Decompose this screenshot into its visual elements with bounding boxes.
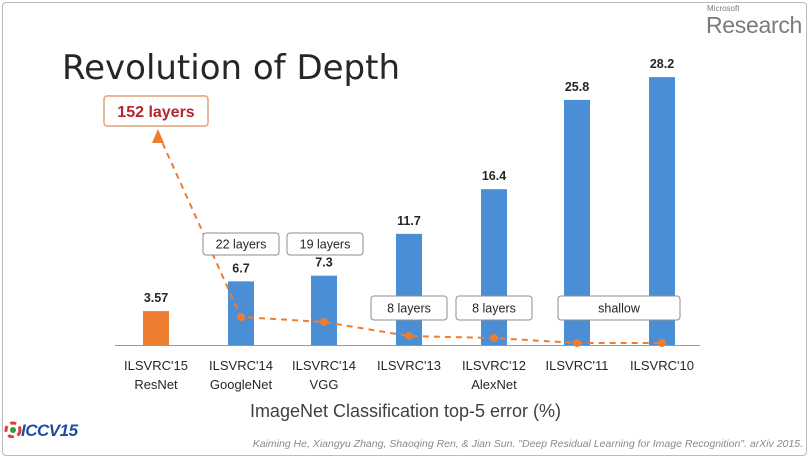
logo-microsoft-text: Microsoft	[707, 4, 740, 13]
category-sublabel-1: GoogleNet	[210, 377, 273, 392]
citation: Kaiming He, Xiangyu Zhang, Shaoqing Ren,…	[252, 438, 803, 450]
category-sublabel-2: VGG	[310, 377, 339, 392]
value-label-2: 7.3	[315, 256, 332, 270]
layer-label-3: 8 layers	[387, 302, 431, 316]
value-label-6: 28.2	[650, 57, 674, 71]
depth-marker-4	[490, 334, 498, 342]
category-sublabel-0: ResNet	[134, 377, 178, 392]
category-label-1: ILSVRC'14	[209, 358, 273, 373]
microsoft-research-logo: Microsoft Research	[706, 4, 803, 38]
logo-research-text: Research	[706, 12, 803, 38]
slide-title: Revolution of Depth	[62, 48, 401, 88]
value-label-3: 11.7	[397, 214, 421, 228]
layer-label-2: 19 layers	[300, 238, 351, 252]
depth-marker-5	[573, 339, 581, 347]
layer-box-0	[103, 95, 209, 127]
category-sublabel-4: AlexNet	[471, 377, 517, 392]
layer-label-0: 152 layers	[117, 104, 195, 121]
iccv-circle-icon	[4, 421, 22, 439]
category-label-5: ILSVRC'11	[546, 358, 609, 373]
bar-3	[396, 233, 422, 345]
iccv-logo: ICCV15	[4, 420, 78, 443]
bar-0	[143, 311, 169, 345]
category-label-0: ILSVRC'15	[124, 358, 188, 373]
value-label-4: 16.4	[482, 169, 506, 183]
bar-2	[311, 275, 337, 345]
category-label-3: ILSVRC'13	[377, 358, 441, 373]
depth-trend-arrowhead	[152, 129, 164, 143]
value-label-0: 3.57	[144, 291, 168, 305]
depth-marker-1	[237, 313, 245, 321]
layer-label-4: 8 layers	[472, 302, 516, 316]
x-axis-label: ImageNet Classification top-5 error (%)	[249, 401, 562, 421]
value-label-5: 25.8	[565, 80, 589, 94]
value-label-1: 6.7	[232, 261, 249, 275]
category-label-6: ILSVRC'10	[630, 358, 694, 373]
layer-label-5: shallow	[598, 302, 641, 316]
layer-box-1	[202, 232, 280, 256]
category-label-4: ILSVRC'12	[462, 358, 526, 373]
iccv-logo-text: ICCV15	[21, 421, 78, 440]
category-label-2: ILSVRC'14	[292, 358, 356, 373]
depth-marker-6	[658, 339, 666, 347]
depth-marker-2	[320, 318, 328, 326]
bar-4	[481, 189, 507, 345]
depth-marker-3	[405, 332, 413, 340]
layer-box-5	[557, 295, 681, 321]
layer-box-2	[286, 232, 364, 256]
layer-label-1: 22 layers	[216, 238, 267, 252]
layer-box-3	[370, 295, 448, 321]
layer-box-4	[455, 295, 533, 321]
